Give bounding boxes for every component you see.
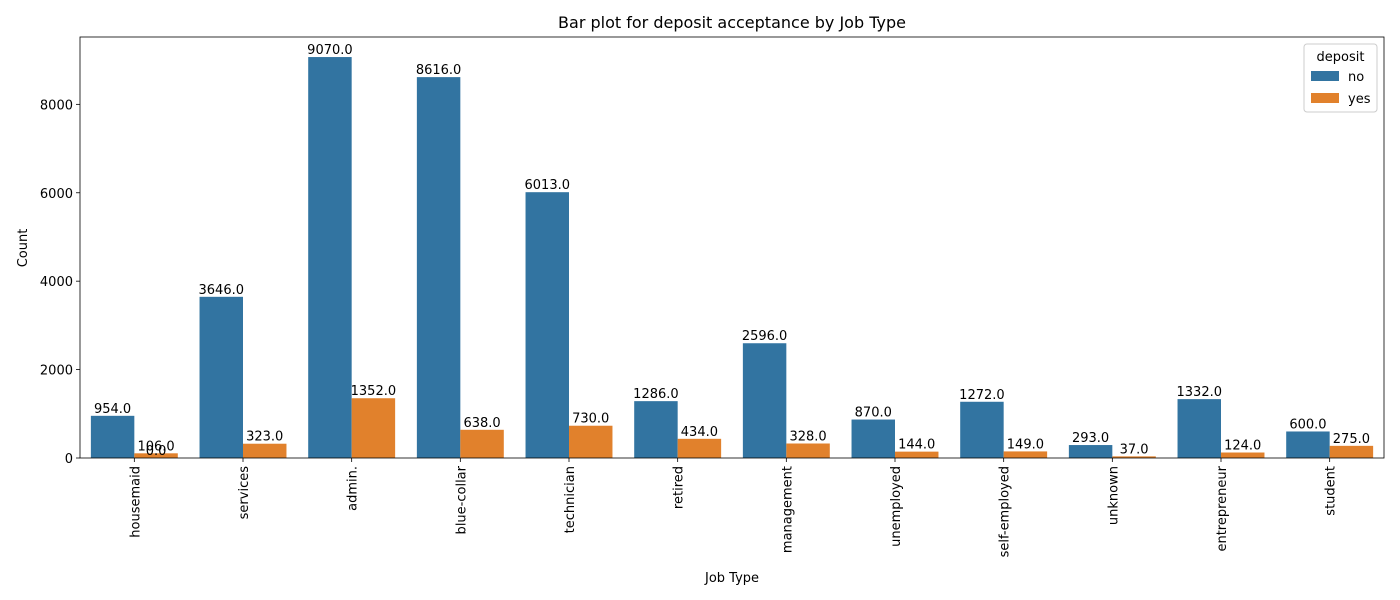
legend-swatch-yes	[1311, 93, 1339, 103]
bar-value-label: 328.0	[789, 430, 826, 445]
bar-yes-housemaid	[134, 453, 178, 458]
x-tick-label: unknown	[1106, 466, 1121, 525]
bar-no-unemployed	[851, 419, 895, 458]
bar-value-label: 124.0	[1224, 439, 1261, 454]
bar-value-label: 3646.0	[199, 283, 245, 298]
bar-value-label: 1272.0	[959, 388, 1005, 403]
x-tick-label: services	[237, 466, 252, 520]
x-tick-label: student	[1324, 466, 1339, 516]
bar-value-label: 8616.0	[416, 63, 462, 78]
bar-yes-technician	[569, 425, 613, 458]
bar-yes-unemployed	[895, 451, 939, 458]
bar-no-self-employed	[960, 401, 1004, 458]
y-tick-label: 2000	[40, 364, 73, 379]
bar-value-label: 954.0	[94, 402, 131, 417]
legend-title: deposit	[1317, 50, 1365, 65]
bar-value-label: 275.0	[1333, 432, 1370, 447]
bar-yes-admin.	[351, 398, 396, 458]
x-tick-label: housemaid	[128, 466, 143, 538]
bar-value-label: 2596.0	[742, 329, 788, 344]
bar-no-services	[199, 296, 243, 458]
bar-no-retired	[634, 401, 678, 458]
legend: deposit no yes	[1303, 43, 1378, 113]
y-axis-label: Count	[16, 229, 31, 268]
y-tick-label: 4000	[40, 275, 73, 290]
bar-value-label: 323.0	[246, 430, 283, 445]
bar-yes-management	[786, 443, 830, 458]
bar-value-label: 106.0	[137, 439, 174, 454]
bar-value-label: 1332.0	[1177, 385, 1223, 400]
x-tick-label: admin.	[346, 466, 361, 511]
bar-value-label: 434.0	[681, 425, 718, 440]
bar-no-student	[1286, 431, 1330, 458]
bar-value-label: 144.0	[898, 438, 935, 453]
legend-label-no: no	[1348, 70, 1364, 85]
bar-value-label: 6013.0	[525, 178, 571, 193]
bar-no-technician	[525, 192, 569, 458]
y-tick-label: 0	[65, 452, 73, 467]
bar-yes-services	[243, 443, 287, 458]
bar-yes-self-employed	[1003, 451, 1048, 458]
bar-value-label: 600.0	[1289, 417, 1326, 432]
bar-value-label: 870.0	[855, 406, 892, 421]
bar-yes-blue-collar	[460, 429, 504, 458]
bar-yes-entrepreneur	[1221, 452, 1265, 458]
bar-yes-unknown	[1112, 456, 1156, 458]
bar-no-unknown	[1068, 445, 1113, 458]
y-tick-label: 6000	[40, 187, 73, 202]
bar-no-entrepreneur	[1177, 399, 1221, 458]
x-tick-label: self-employed	[998, 466, 1013, 557]
bar-value-label: 730.0	[572, 412, 609, 427]
x-tick-label: management	[780, 466, 795, 553]
bar-yes-student	[1329, 445, 1374, 458]
bar-value-label: 9070.0	[307, 43, 353, 58]
bar-value-label: 149.0	[1007, 437, 1044, 452]
x-tick-label: retired	[672, 466, 687, 509]
bar-no-admin.	[308, 57, 352, 459]
bar-value-label: 37.0	[1120, 442, 1149, 457]
bar-no-housemaid	[90, 415, 135, 458]
bar-value-label: 1286.0	[633, 387, 679, 402]
chart-title: Bar plot for deposit acceptance by Job T…	[558, 13, 906, 32]
bar-value-label: 1352.0	[351, 384, 397, 399]
x-tick-label: blue-collar	[454, 465, 469, 534]
bar-yes-retired	[677, 438, 722, 458]
x-tick-label: technician	[563, 466, 578, 533]
bar-no-blue-collar	[416, 77, 461, 458]
bar-value-label: 0.0	[146, 444, 167, 459]
x-tick-label: unemployed	[889, 466, 904, 547]
plot-frame	[79, 36, 1385, 459]
bar-no-management	[742, 343, 787, 458]
plot-area: 0 2000 4000 6000 8000 954.0 106.0 housemaid 3646…	[40, 36, 1385, 557]
x-tick-label: entrepreneur	[1215, 465, 1230, 551]
x-axis-label: Job Type	[704, 571, 759, 586]
bar-value-label: 293.0	[1072, 431, 1109, 446]
bar-value-label: 638.0	[463, 416, 500, 431]
y-tick-label: 8000	[40, 98, 73, 113]
legend-label-yes: yes	[1348, 92, 1371, 107]
legend-swatch-no	[1311, 71, 1339, 81]
